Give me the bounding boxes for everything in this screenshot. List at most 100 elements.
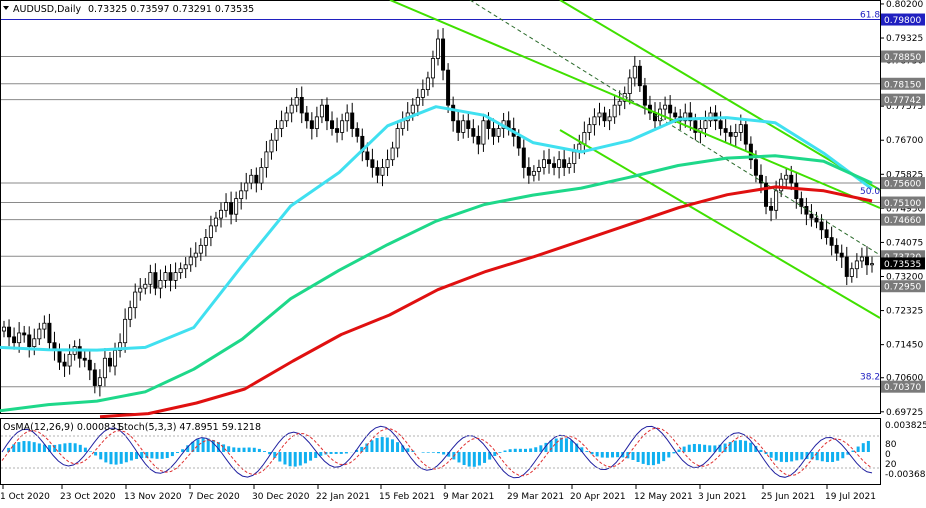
candle-body [769,206,772,210]
candle-body [603,113,606,121]
candle-body [638,66,641,85]
candle-body [235,199,238,215]
fib-label: 50.0 [860,187,880,197]
osma-bar [427,452,430,453]
symbol-label: AUDUSD,Daily [13,4,82,15]
candle-body [194,253,197,257]
osma-bar [831,452,834,462]
candle-body [568,164,571,168]
osma-bar [759,450,762,452]
osma-bar [115,452,118,465]
osma-bar [376,438,379,452]
osma-bar [862,443,865,452]
candle-body [613,105,616,117]
osma-bar [667,452,670,457]
osma-bar [800,452,803,459]
candle-body [68,354,71,366]
x-tick-label: 15 Feb 2021 [379,492,435,502]
candle-body [618,101,621,105]
osma-bar [232,447,235,452]
osma-bar [570,440,573,452]
osma-bar [463,452,466,465]
osma-bar [130,452,133,460]
osma-bar [294,452,297,467]
osma-bar [606,452,609,458]
y-tick-label: 0.80200 [886,0,923,10]
candle-body [598,113,601,117]
candle-body [341,121,344,133]
osma-bar [345,452,348,453]
price-tag-label: 0.72950 [884,283,921,293]
osma-bar [678,450,681,452]
candle-body [845,257,848,276]
candle-body [224,203,227,211]
x-tick-label: 29 Mar 2021 [507,492,564,502]
osma-bar [601,452,604,458]
candle-body [532,171,535,175]
osma-bar [519,449,522,452]
osma-bar [120,452,123,464]
candle-body [860,257,863,261]
x-tick-label: 23 Oct 2020 [60,492,116,502]
candle-body [12,337,15,343]
osma-bar [17,442,20,452]
candle-body [865,257,868,265]
candle-body [815,218,818,222]
candle-body [214,218,217,226]
osma-bar [12,444,15,452]
osma-bar [585,451,588,452]
osma-bar [289,452,292,466]
osma-bar [150,452,153,458]
candle-body [795,183,798,199]
osma-bar [565,438,568,452]
osma-bar [222,444,225,452]
osma-bar [662,452,665,461]
x-tick-label: 9 Mar 2021 [443,492,494,502]
osma-bar [841,452,844,458]
candle-body [366,152,369,160]
osma-bar [498,452,501,453]
osma-bar [304,452,307,463]
candle-body [482,121,485,144]
osma-bar [647,452,650,465]
candle-body [199,245,202,253]
osma-bar [84,448,87,452]
osma-bar [196,439,199,452]
candle-body [33,339,36,347]
candle-body [431,58,434,77]
candle-body [88,360,91,370]
candle-body [240,191,243,199]
osma-bar [99,452,102,459]
osma-bar [616,452,619,457]
osma-bar [534,447,537,452]
osma-bar [514,449,517,452]
candle-body [305,113,308,121]
osma-bar [698,444,701,452]
osma-bar [611,452,614,457]
stoch-label: Stoch(5,3,3) 47.8951 59.1218 [118,422,261,433]
candle-body [93,370,96,386]
candle-body [63,362,66,366]
candle-body [401,121,404,129]
candle-body [48,323,51,342]
osma-bar [330,452,333,454]
candle-body [346,113,349,121]
osma-bar [248,447,251,452]
osma-bar [657,452,660,464]
candle-body [330,121,333,129]
osma-bar [202,438,205,452]
osma-bar [227,446,230,452]
x-tick-label: 12 May 2021 [634,492,693,502]
y-tick-label: 0.71450 [886,341,923,351]
candle-body [563,160,566,168]
candle-body [855,261,858,269]
candle-body [315,117,318,129]
price-tag-label: 0.75600 [884,180,921,190]
candle-body [588,125,591,133]
osma-bar [672,452,675,453]
x-tick-label: 20 Apr 2021 [570,492,626,502]
osma-bar [642,452,645,464]
x-tick-label: 19 Jul 2021 [825,492,876,502]
candle-body [139,288,142,292]
